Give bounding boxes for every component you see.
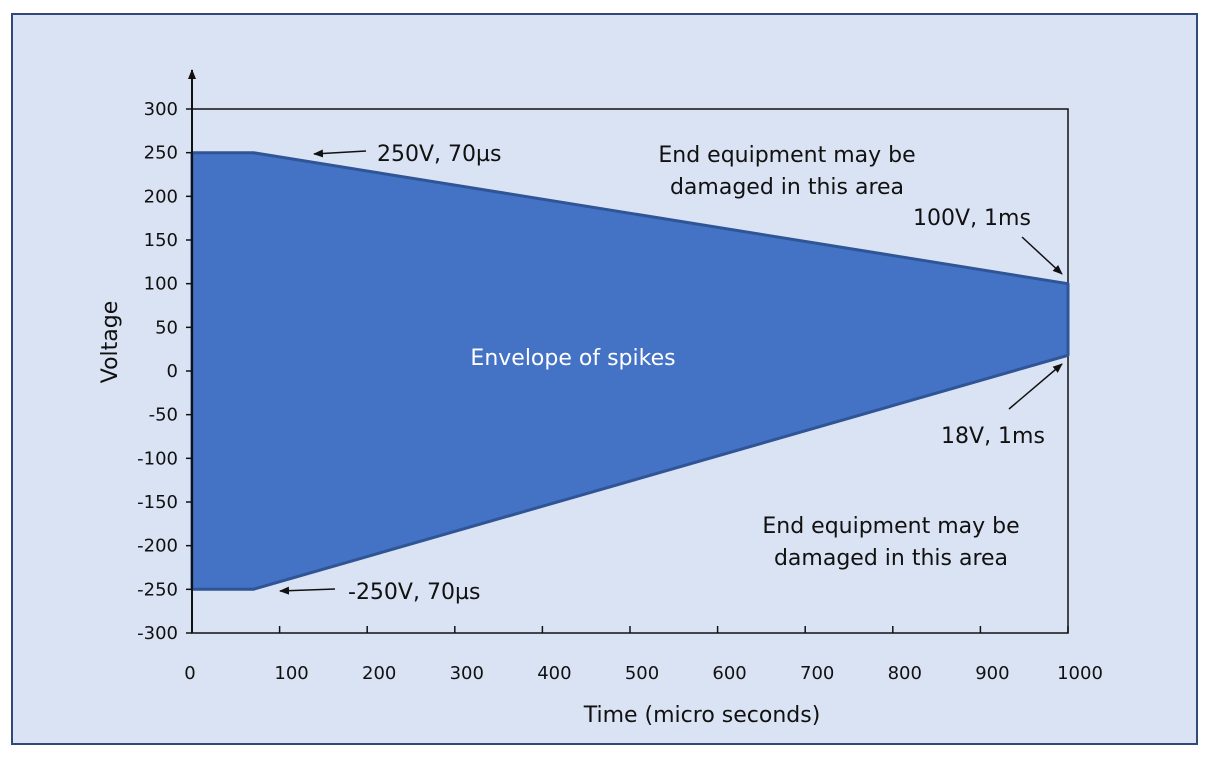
x-tick-label: 500 xyxy=(625,663,659,684)
annotation-peak-neg: -250V, 70µs xyxy=(348,580,480,605)
annotation-arrow-end-pos xyxy=(1021,236,1063,275)
y-tick-label: 300 xyxy=(144,99,178,120)
y-tick-label: -200 xyxy=(137,536,178,557)
x-tick-label: 700 xyxy=(800,663,834,684)
annotation-arrow-end-neg xyxy=(1008,363,1063,410)
annotation-arrow-peak-neg xyxy=(279,586,336,595)
region-label-lower: End equipment may be xyxy=(762,514,1019,539)
region-label-lower: damaged in this area xyxy=(774,546,1008,571)
y-tick-label: 100 xyxy=(144,274,178,295)
y-tick-label: 150 xyxy=(144,230,178,251)
x-tick-label: 400 xyxy=(537,663,571,684)
x-tick-label: 800 xyxy=(888,663,922,684)
y-tick-label: -100 xyxy=(137,448,178,469)
region-label-upper: End equipment may be xyxy=(658,143,915,168)
x-tick-label: 900 xyxy=(975,663,1009,684)
y-tick-label: -50 xyxy=(149,405,178,426)
y-tick-label: 200 xyxy=(144,186,178,207)
x-axis-label: Time (micro seconds) xyxy=(583,703,821,728)
plot-area: 300250200150100500-50-100-150-200-250-30… xyxy=(98,69,1103,728)
annotation-arrow-peak-pos xyxy=(313,149,367,158)
y-tick-label: -150 xyxy=(137,492,178,513)
x-tick-label: 600 xyxy=(712,663,746,684)
envelope-label: Envelope of spikes xyxy=(470,346,675,371)
y-axis-label: Voltage xyxy=(98,301,123,384)
annotation-peak-pos: 250V, 70µs xyxy=(377,142,501,167)
annotation-end-pos: 100V, 1ms xyxy=(913,206,1031,231)
x-tick-label: 200 xyxy=(362,663,396,684)
x-tick-label: 1000 xyxy=(1057,663,1103,684)
y-tick-label: 250 xyxy=(144,143,178,164)
y-tick-label: 50 xyxy=(155,317,178,338)
x-tick-label: 300 xyxy=(450,663,484,684)
region-label-upper: damaged in this area xyxy=(670,175,904,200)
x-tick-label: 0 xyxy=(184,663,195,684)
x-tick-label: 100 xyxy=(274,663,308,684)
y-tick-label: -300 xyxy=(137,623,178,644)
y-tick-label: 0 xyxy=(167,361,178,382)
annotation-end-neg: 18V, 1ms xyxy=(941,424,1045,449)
y-tick-label: -250 xyxy=(137,579,178,600)
